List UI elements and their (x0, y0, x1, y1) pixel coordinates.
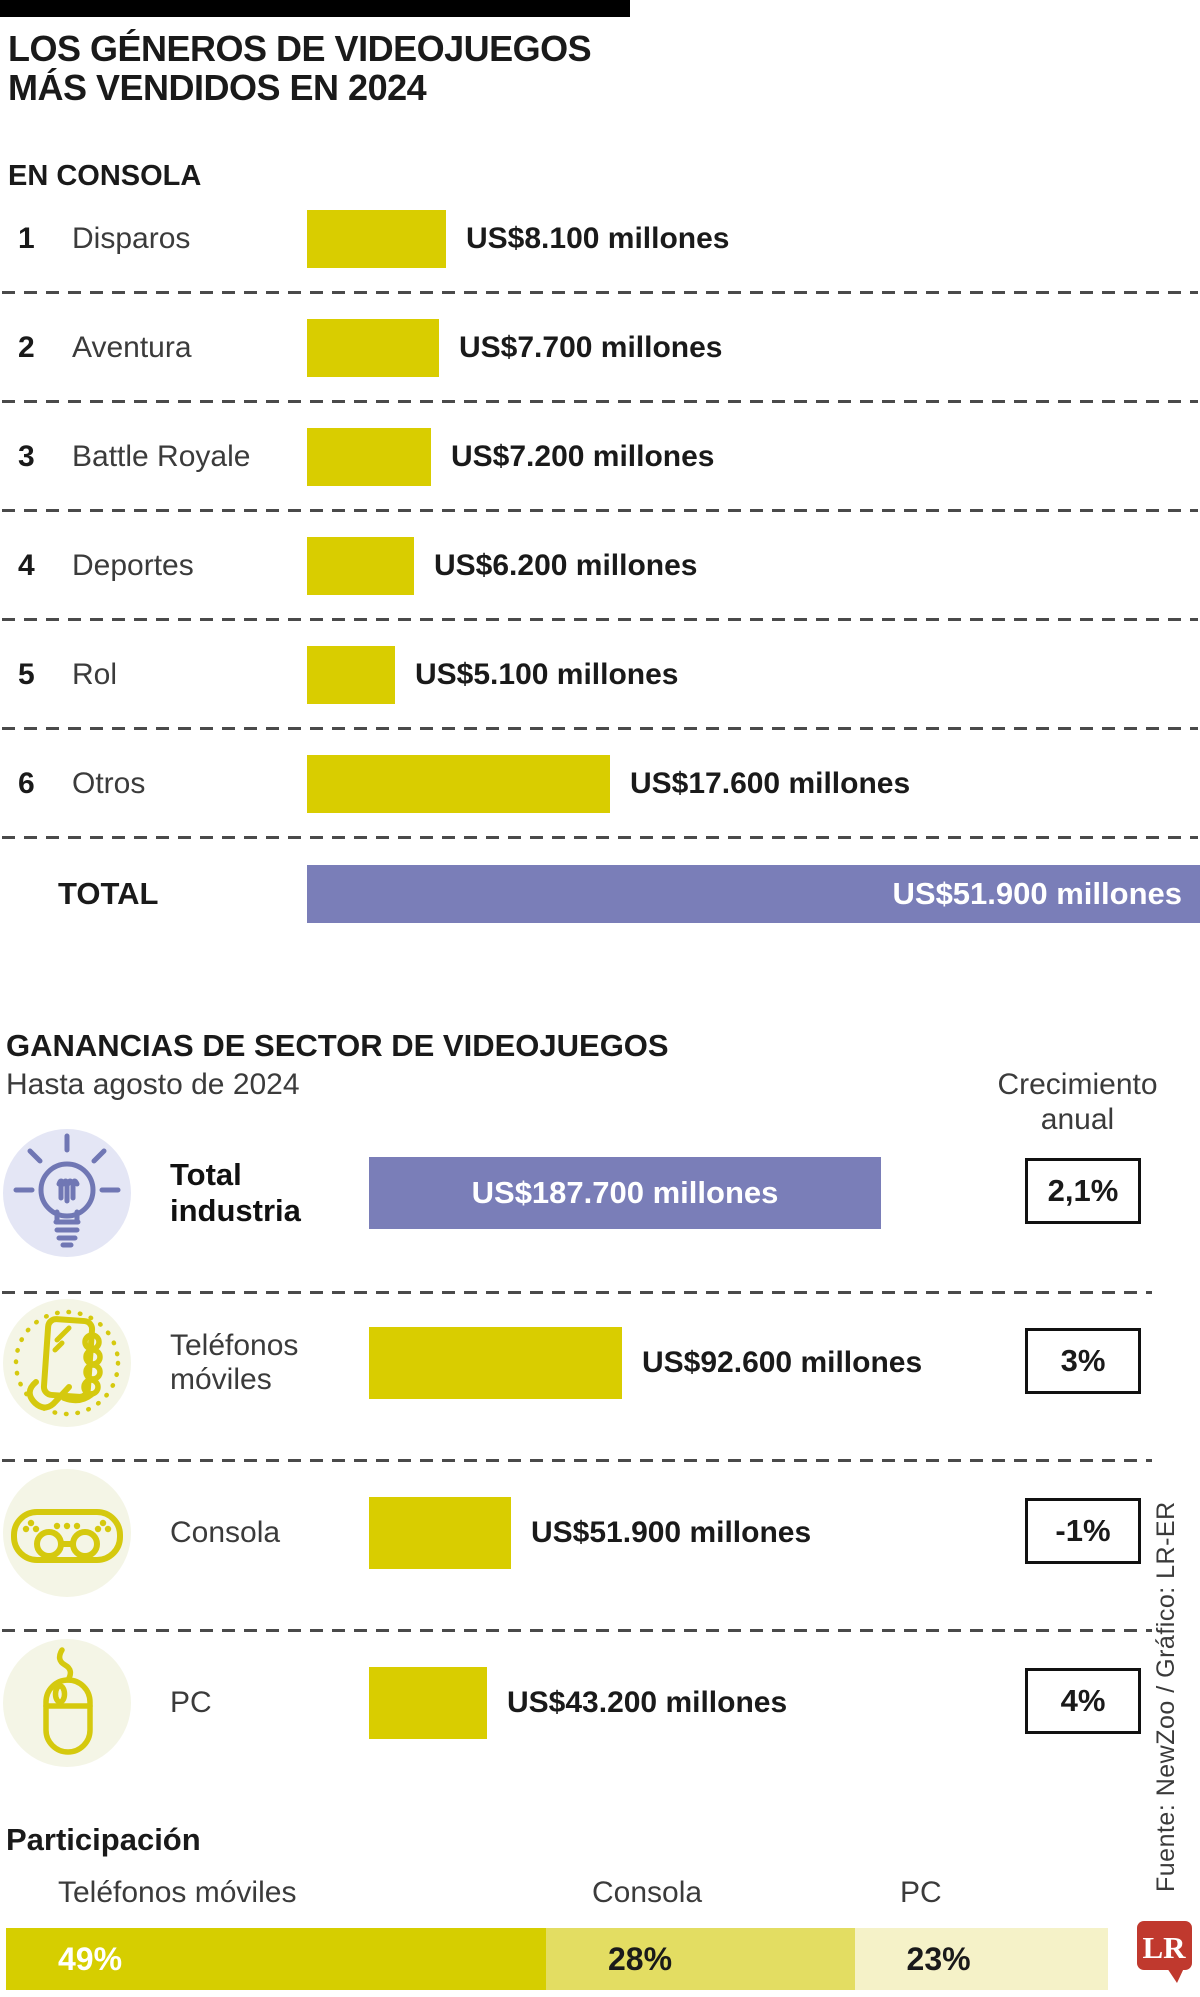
separator (2, 618, 1198, 621)
participation-label-pc: PC (900, 1876, 942, 1909)
sector-label: Teléfonos móviles (170, 1328, 299, 1397)
participation-segment: 49% (6, 1928, 546, 1990)
genre-label: Otros (72, 767, 146, 800)
sector-bar (369, 1497, 511, 1569)
lr-logo-text: LR (1142, 1930, 1186, 1965)
sector-label: Total industria (170, 1157, 301, 1228)
mobile-phone-icon (3, 1299, 131, 1427)
sector-value: US$43.200 millones (507, 1686, 788, 1719)
sector-label: Consola (170, 1515, 281, 1549)
separator (2, 400, 1198, 403)
genre-bar (307, 755, 610, 813)
genre-value: US$7.200 millones (451, 440, 715, 473)
genre-row: 3 Battle Royale US$7.200 millones (0, 428, 1200, 486)
sector-label: PC (170, 1685, 212, 1719)
sector-bar (369, 1667, 487, 1739)
page-title-line1: LOS GÉNEROS DE VIDEOJUEGOS (8, 28, 592, 69)
growth-column-header: Crecimiento anual (965, 1068, 1190, 1137)
genre-value: US$17.600 millones (630, 767, 911, 800)
participation-stacked-bar: 49% 28% 23% (6, 1928, 1108, 1990)
genre-value: US$7.700 millones (459, 331, 723, 364)
separator (2, 291, 1198, 294)
genre-value: US$5.100 millones (415, 658, 679, 691)
genre-rank: 1 (18, 222, 35, 255)
genre-row: 1 Disparos US$8.100 millones (0, 210, 1200, 268)
genre-bar (307, 537, 414, 595)
participation-label-consola: Consola (592, 1876, 703, 1909)
genre-bar (307, 210, 446, 268)
genre-rank: 2 (18, 331, 35, 364)
sector-bar: US$187.700 millones (369, 1157, 881, 1229)
genre-rank: 3 (18, 440, 35, 473)
total-row: TOTAL US$51.900 millones (0, 865, 1200, 923)
total-bar: US$51.900 millones (307, 865, 1200, 923)
section2-subtitle: Hasta agosto de 2024 (6, 1068, 300, 1101)
separator (2, 509, 1198, 512)
separator (2, 1459, 1152, 1462)
separator (2, 836, 1198, 839)
genre-bar (307, 319, 439, 377)
genre-label: Disparos (72, 222, 191, 255)
genre-row: 2 Aventura US$7.700 millones (0, 319, 1200, 377)
genre-rank: 4 (18, 549, 35, 582)
genre-label: Aventura (72, 331, 192, 364)
genre-row: 4 Deportes US$6.200 millones (0, 537, 1200, 595)
mouse-icon (3, 1639, 131, 1767)
genre-rank: 5 (18, 658, 35, 691)
section1-subtitle: EN CONSOLA (8, 160, 202, 192)
participation-title: Participación (6, 1822, 201, 1857)
genre-label: Rol (72, 658, 118, 691)
lightbulb-icon (3, 1129, 131, 1257)
lr-logo: LR (1137, 1921, 1192, 1983)
genre-rank: 6 (18, 767, 35, 800)
genre-bar (307, 646, 395, 704)
participation-segment: 23% (854, 1928, 1108, 1990)
separator (2, 1291, 1152, 1294)
top-accent-bar (0, 0, 630, 17)
total-label: TOTAL (58, 876, 159, 911)
growth-value-box: 3% (1025, 1328, 1141, 1394)
genre-row: 5 Rol US$5.100 millones (0, 646, 1200, 704)
sector-row-total-industria: Total industria US$187.700 millones 2,1% (0, 1128, 1200, 1268)
sector-value: US$92.600 millones (642, 1346, 923, 1379)
genre-row: 6 Otros US$17.600 millones (0, 755, 1200, 813)
genre-label: Deportes (72, 549, 194, 582)
growth-header-line1: Crecimiento (997, 1068, 1158, 1101)
genre-label: Battle Royale (72, 440, 251, 473)
page-title: LOS GÉNEROS DE VIDEOJUEGOS MÁS VENDIDOS … (8, 28, 592, 108)
participation-label-telefonos: Teléfonos móviles (58, 1876, 297, 1909)
genre-value: US$6.200 millones (434, 549, 698, 582)
genre-bar (307, 428, 431, 486)
section2-title: GANANCIAS DE SECTOR DE VIDEOJUEGOS (6, 1028, 669, 1063)
growth-value-box: 4% (1025, 1668, 1141, 1734)
growth-value-box: -1% (1025, 1498, 1141, 1564)
separator (2, 1629, 1152, 1632)
genre-value: US$8.100 millones (466, 222, 730, 255)
sector-row-pc: PC US$43.200 millones 4% (0, 1638, 1200, 1778)
separator (2, 727, 1198, 730)
sector-value: US$51.900 millones (531, 1516, 812, 1549)
growth-value-box: 2,1% (1025, 1158, 1141, 1224)
sector-row-consola: Consola US$51.900 millones -1% (0, 1468, 1200, 1608)
sector-bar (369, 1327, 622, 1399)
gamepad-icon (3, 1469, 131, 1597)
source-credit: Fuente: NewZoo / Gráfico: LR-ER (1152, 1501, 1180, 1892)
sector-row-telefonos-moviles: Teléfonos móviles US$92.600 millones 3% (0, 1298, 1200, 1438)
participation-segment: 28% (545, 1928, 855, 1990)
growth-header-line2: anual (1040, 1102, 1115, 1136)
page-title-line2: MÁS VENDIDOS EN 2024 (8, 66, 427, 108)
